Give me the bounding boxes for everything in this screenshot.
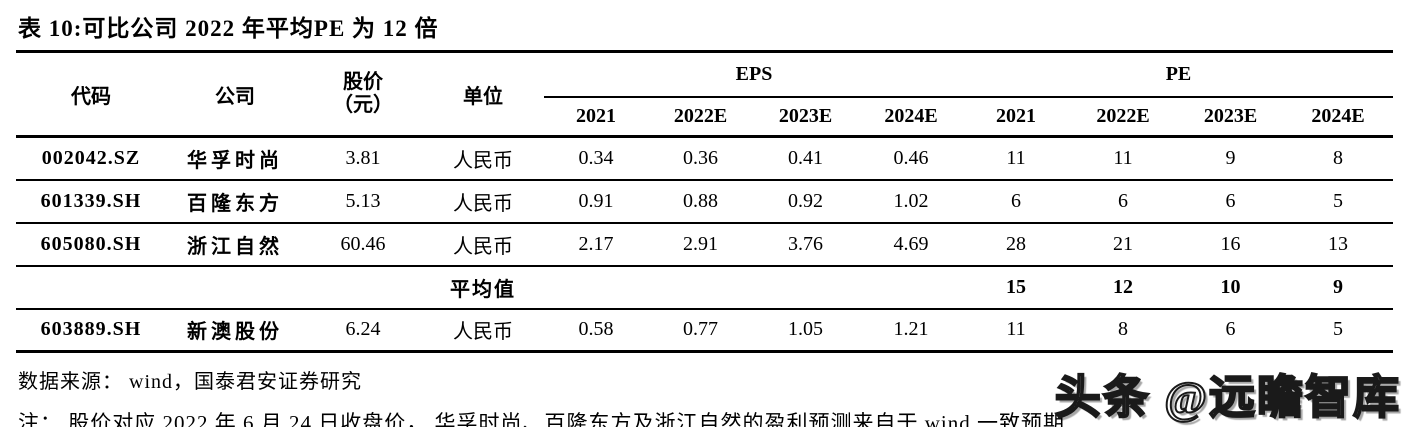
average-pe-2024e: 9	[1283, 265, 1393, 310]
header-eps-year-2021: 2021	[544, 96, 648, 138]
cell-pe-2022e: 21	[1068, 222, 1178, 267]
average-pe-2022e: 12	[1068, 265, 1178, 310]
average-label: 平均值	[422, 265, 544, 310]
cell-pe-2022e: 11	[1068, 136, 1178, 181]
footnote: 注： 股价对应 2022 年 6 月 24 日收盘价， 华孚时尚、百隆东方及浙江…	[18, 411, 1065, 427]
cell-pe-2023e: 16	[1178, 222, 1283, 267]
cell-eps-2023e: 0.41	[753, 136, 858, 181]
header-company: 公司	[166, 51, 304, 138]
cell-company: 华孚时尚	[166, 136, 304, 181]
cell-pe-2021: 11	[964, 308, 1068, 353]
page-title: 表 10:可比公司 2022 年平均PE 为 12 倍	[18, 16, 439, 41]
table-row: 605080.SH 浙江自然 60.46 人民币 2.17 2.91 3.76 …	[16, 222, 1393, 267]
cell-eps-2022e: 0.36	[648, 136, 753, 181]
cell-pe-2021: 6	[964, 179, 1068, 224]
header-price-line2: （元）	[333, 94, 393, 116]
table-row: 601339.SH 百隆东方 5.13 人民币 0.91 0.88 0.92 1…	[16, 179, 1393, 224]
table-header-year-row: 2021 2022E 2023E 2024E 2021 2022E 2023E …	[16, 96, 1393, 138]
cell-empty	[648, 265, 753, 310]
cell-price: 5.13	[304, 179, 422, 224]
cell-price: 60.46	[304, 222, 422, 267]
cell-price: 3.81	[304, 136, 422, 181]
table-row: 603889.SH 新澳股份 6.24 人民币 0.58 0.77 1.05 1…	[16, 308, 1393, 353]
header-price-line1: 股价	[343, 71, 383, 93]
cell-empty	[16, 265, 166, 310]
cell-pe-2024e: 5	[1283, 179, 1393, 224]
cell-eps-2022e: 0.77	[648, 308, 753, 353]
cell-empty	[544, 265, 648, 310]
header-unit: 单位	[422, 51, 544, 138]
header-pe-year-2023e: 2023E	[1178, 96, 1283, 138]
header-eps-year-2022e: 2022E	[648, 96, 753, 138]
cell-code: 601339.SH	[16, 179, 166, 224]
cell-unit: 人民币	[422, 136, 544, 181]
cell-code: 605080.SH	[16, 222, 166, 267]
cell-eps-2021: 0.91	[544, 179, 648, 224]
comparable-companies-table: 代码 公司 股价 （元） 单位 EPS PE 2021 2022E 2023E …	[16, 50, 1393, 353]
cell-eps-2023e: 0.92	[753, 179, 858, 224]
cell-empty	[166, 265, 304, 310]
cell-eps-2022e: 2.91	[648, 222, 753, 267]
cell-eps-2021: 0.34	[544, 136, 648, 181]
cell-pe-2023e: 6	[1178, 179, 1283, 224]
cell-eps-2022e: 0.88	[648, 179, 753, 224]
cell-pe-2024e: 13	[1283, 222, 1393, 267]
cell-company: 浙江自然	[166, 222, 304, 267]
cell-eps-2024e: 1.21	[858, 308, 964, 353]
header-pe-year-2021: 2021	[964, 96, 1068, 138]
cell-eps-2024e: 1.02	[858, 179, 964, 224]
cell-empty	[858, 265, 964, 310]
cell-company: 新澳股份	[166, 308, 304, 353]
cell-pe-2023e: 6	[1178, 308, 1283, 353]
cell-empty	[304, 265, 422, 310]
header-eps-year-2023e: 2023E	[753, 96, 858, 138]
cell-code: 603889.SH	[16, 308, 166, 353]
average-pe-2021: 15	[964, 265, 1068, 310]
cell-eps-2023e: 1.05	[753, 308, 858, 353]
cell-eps-2024e: 0.46	[858, 136, 964, 181]
cell-unit: 人民币	[422, 308, 544, 353]
average-pe-2023e: 10	[1178, 265, 1283, 310]
cell-pe-2024e: 8	[1283, 136, 1393, 181]
header-code: 代码	[16, 51, 166, 138]
cell-eps-2021: 0.58	[544, 308, 648, 353]
cell-pe-2022e: 8	[1068, 308, 1178, 353]
data-source-note: 数据来源： wind，国泰君安证券研究	[18, 371, 362, 393]
cell-price: 6.24	[304, 308, 422, 353]
header-price: 股价 （元）	[304, 51, 422, 138]
header-eps-group: EPS	[544, 51, 964, 98]
table-row: 002042.SZ 华孚时尚 3.81 人民币 0.34 0.36 0.41 0…	[16, 136, 1393, 181]
cell-eps-2024e: 4.69	[858, 222, 964, 267]
cell-unit: 人民币	[422, 179, 544, 224]
header-pe-year-2024e: 2024E	[1283, 96, 1393, 138]
cell-pe-2021: 11	[964, 136, 1068, 181]
header-pe-group: PE	[964, 51, 1393, 98]
cell-company: 百隆东方	[166, 179, 304, 224]
cell-empty	[753, 265, 858, 310]
cell-pe-2024e: 5	[1283, 308, 1393, 353]
cell-pe-2022e: 6	[1068, 179, 1178, 224]
average-row: 平均值 15 12 10 9	[16, 265, 1393, 310]
table-header-group-row: 代码 公司 股价 （元） 单位 EPS PE	[16, 51, 1393, 138]
cell-eps-2023e: 3.76	[753, 222, 858, 267]
cell-pe-2021: 28	[964, 222, 1068, 267]
cell-pe-2023e: 9	[1178, 136, 1283, 181]
cell-unit: 人民币	[422, 222, 544, 267]
cell-code: 002042.SZ	[16, 136, 166, 181]
header-eps-year-2024e: 2024E	[858, 96, 964, 138]
cell-eps-2021: 2.17	[544, 222, 648, 267]
header-pe-year-2022e: 2022E	[1068, 96, 1178, 138]
watermark: 头条 @远瞻智库	[1054, 371, 1401, 424]
